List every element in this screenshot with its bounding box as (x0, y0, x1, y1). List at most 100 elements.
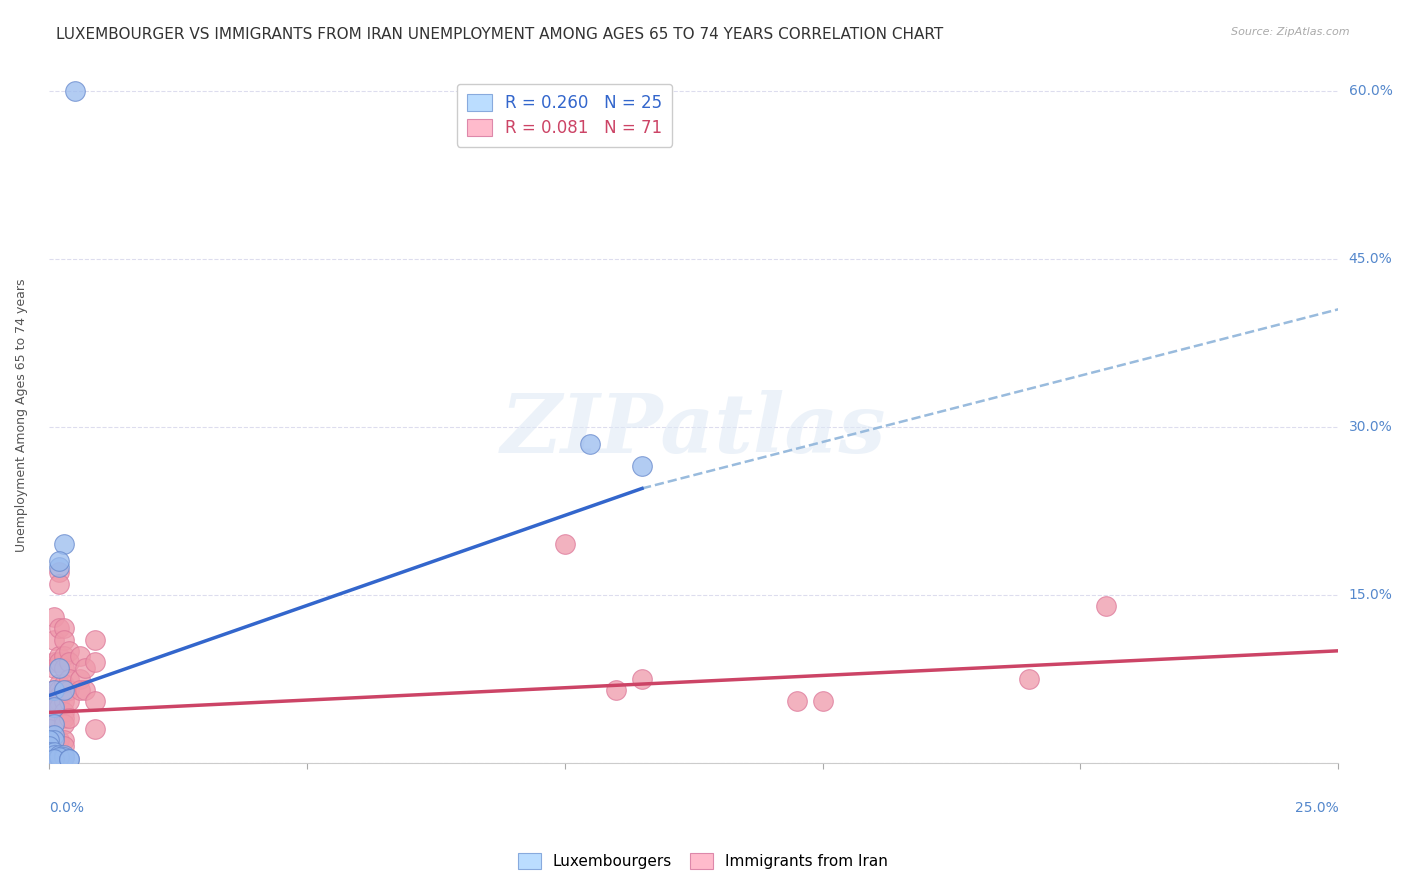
Point (53, 750, 76, 764)
Point (38, 750, 60, 764)
Point (42, 747, 65, 762)
Point (53, 706, 76, 720)
Point (38, 733, 60, 747)
Point (42, 683, 65, 698)
Point (554, 537, 576, 551)
Point (38, 722, 60, 736)
Point (631, 458, 654, 473)
Point (48, 683, 70, 698)
Point (73, 660, 96, 674)
Point (84, 694, 107, 708)
Text: Source: ZipAtlas.com: Source: ZipAtlas.com (1232, 27, 1350, 37)
Point (84, 722, 107, 736)
Point (42, 632, 65, 647)
Point (48, 576, 70, 591)
Point (53, 711, 76, 725)
Point (42, 728, 65, 742)
Point (48, 655, 70, 669)
Text: LUXEMBOURGER VS IMMIGRANTS FROM IRAN UNEMPLOYMENT AMONG AGES 65 TO 74 YEARS CORR: LUXEMBOURGER VS IMMIGRANTS FROM IRAN UNE… (56, 27, 943, 42)
Point (53, 694, 76, 708)
Point (58, 752, 80, 766)
Point (58, 752, 80, 766)
Point (53, 537, 76, 551)
Text: ZIPatlas: ZIPatlas (501, 390, 886, 469)
Point (48, 694, 70, 708)
Point (786, 694, 808, 708)
Point (58, 655, 80, 669)
Point (38, 699, 60, 714)
Point (53, 649, 76, 664)
Point (48, 747, 70, 762)
Point (38, 711, 60, 725)
Point (53, 621, 76, 635)
Point (48, 689, 70, 703)
Point (48, 566, 70, 580)
Point (42, 745, 65, 759)
Point (53, 716, 76, 731)
Point (42, 689, 65, 703)
Point (48, 733, 70, 747)
Text: 45.0%: 45.0% (1348, 252, 1392, 266)
Text: 0.0%: 0.0% (49, 801, 84, 815)
Text: 60.0%: 60.0% (1348, 84, 1392, 98)
Point (579, 436, 602, 450)
Point (38, 733, 60, 747)
Point (38, 728, 60, 742)
Point (53, 733, 76, 747)
Point (48, 660, 70, 674)
Point (42, 699, 65, 714)
Point (42, 660, 65, 674)
Point (53, 632, 76, 647)
Point (38, 739, 60, 753)
Point (38, 694, 60, 708)
Point (42, 694, 65, 708)
Point (53, 750, 76, 764)
Point (38, 747, 60, 761)
Point (73, 683, 96, 698)
Point (38, 750, 60, 764)
Point (53, 677, 76, 691)
Point (1018, 672, 1040, 686)
Point (48, 750, 70, 764)
Point (42, 655, 65, 669)
Point (84, 655, 107, 669)
Point (48, 699, 70, 714)
Point (48, 554, 70, 568)
Point (42, 683, 65, 698)
Point (69, 672, 91, 686)
Point (42, 752, 65, 766)
Point (38, 733, 60, 747)
Point (53, 660, 76, 674)
Point (811, 694, 834, 708)
Text: 25.0%: 25.0% (1295, 801, 1339, 815)
Point (38, 739, 60, 753)
Point (42, 733, 65, 747)
Point (69, 683, 91, 698)
Point (53, 683, 76, 698)
Point (38, 728, 60, 742)
Point (58, 711, 80, 725)
Point (53, 747, 76, 762)
Text: 15.0%: 15.0% (1348, 588, 1392, 602)
Point (38, 745, 60, 759)
Point (38, 745, 60, 759)
Point (63, 84, 86, 98)
Point (48, 649, 70, 664)
Point (58, 672, 80, 686)
Point (58, 694, 80, 708)
Text: 30.0%: 30.0% (1348, 420, 1392, 434)
Point (53, 683, 76, 698)
Point (48, 559, 70, 574)
Y-axis label: Unemployment Among Ages 65 to 74 years: Unemployment Among Ages 65 to 74 years (15, 279, 28, 552)
Point (58, 683, 80, 698)
Point (38, 747, 60, 762)
Point (605, 683, 627, 698)
Point (38, 742, 60, 756)
Point (48, 621, 70, 635)
Point (48, 677, 70, 691)
Point (38, 706, 60, 720)
Point (631, 672, 654, 686)
Point (69, 649, 91, 664)
Point (1095, 599, 1118, 613)
Point (53, 739, 76, 753)
